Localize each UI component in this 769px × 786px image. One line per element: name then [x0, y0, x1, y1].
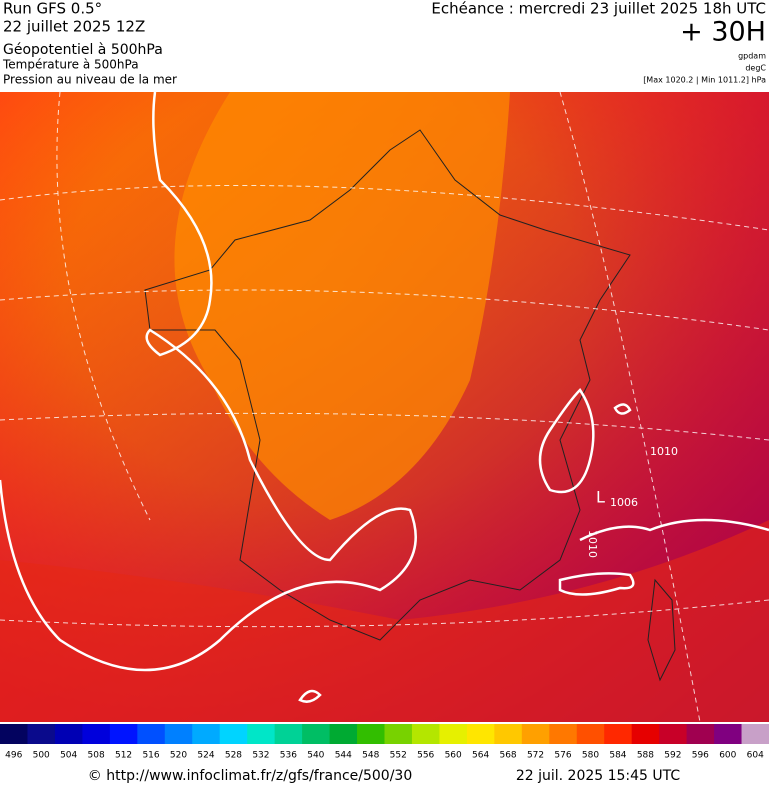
colorbar-cell: [247, 724, 276, 744]
colorbar-cell: [439, 724, 468, 744]
map-label: 1006: [610, 496, 638, 509]
colorbar-label: 604: [747, 751, 764, 761]
colorbar-label: 520: [170, 751, 187, 761]
field: Géopotentiel à 500hPa: [3, 42, 163, 58]
field: Température à 500hPa: [2, 58, 139, 72]
colorbar-label: 532: [252, 751, 269, 761]
colorbar-cell: [494, 724, 523, 744]
colorbar-label: 528: [225, 751, 242, 761]
colorbar-label: 572: [527, 751, 544, 761]
colorbar-cell: [0, 724, 28, 744]
colorbar-cell: [54, 724, 83, 744]
colorbar-label: 552: [390, 751, 407, 761]
title: Run GFS 0.5°: [3, 0, 102, 18]
colorbar-label: 580: [582, 751, 599, 761]
colorbar-label: 516: [142, 751, 159, 761]
colorbar-cell: [384, 724, 413, 744]
colorbar-cell: [274, 724, 303, 744]
colorbar-cell: [137, 724, 166, 744]
colorbar-label: 500: [33, 751, 50, 761]
colorbar-cell: [466, 724, 495, 744]
colorbar-label: 496: [5, 751, 22, 761]
colorbar-cell: [631, 724, 660, 744]
colorbar-label: 596: [692, 751, 709, 761]
colorbar-cell: [192, 724, 221, 744]
map-label: L: [596, 488, 605, 507]
footer-url: © http://www.infoclimat.fr/z/gfs/france/…: [88, 768, 412, 784]
colorbar-cell: [82, 724, 111, 744]
colorbar-cell: [164, 724, 193, 744]
colorbar-label: 544: [335, 751, 352, 761]
colorbar-cell: [357, 724, 385, 744]
footer-date: 22 juil. 2025 15:45 UTC: [516, 768, 681, 784]
colorbar-cell: [714, 724, 743, 744]
colorbar-label: 512: [115, 751, 132, 761]
colorbar-cell: [521, 724, 550, 744]
colorbar-label: 508: [88, 751, 105, 761]
colorbar-cell: [302, 724, 331, 744]
colorbar-label: 564: [472, 751, 489, 761]
lead-time: + 30H: [680, 17, 766, 48]
colorbar-label: 536: [280, 751, 297, 761]
colorbar-label: 588: [637, 751, 654, 761]
colorbar-label: 504: [60, 751, 77, 761]
colorbar-cell: [604, 724, 633, 744]
colorbar-label: 576: [554, 751, 571, 761]
colorbar-cell: [219, 724, 248, 744]
unit: degC: [745, 64, 766, 73]
colorbar-label: 568: [499, 751, 516, 761]
colorbar-cell: [686, 724, 715, 744]
colorbar-label: 592: [664, 751, 681, 761]
colorbar-cell: [576, 724, 605, 744]
colorbar-cell: [27, 724, 56, 744]
colorbar-label: 548: [362, 751, 379, 761]
field: Pression au niveau de la mer: [3, 73, 177, 87]
colorbar-cell: [329, 724, 358, 744]
unit: gpdam: [738, 52, 766, 61]
colorbar-label: 540: [307, 751, 324, 761]
unit: [Max 1020.2 | Min 1011.2] hPa: [643, 76, 766, 85]
map: 1010 L 1006 1010: [0, 91, 769, 723]
run: 22 juillet 2025 12Z: [3, 18, 145, 36]
map-label: 1010: [586, 530, 599, 558]
colorbar-label: 584: [609, 751, 626, 761]
colorbar-cell: [411, 724, 440, 744]
colorbar-label: 560: [445, 751, 462, 761]
colorbar-label: 556: [417, 751, 434, 761]
colorbar-cell: [109, 724, 138, 744]
map-label: 1010: [650, 445, 678, 458]
colorbar-label: 600: [719, 751, 736, 761]
colorbar-cell: [659, 724, 688, 744]
valid-time: Echéance : mercredi 23 juillet 2025 18h …: [431, 0, 766, 18]
colorbar: 496 500 504 508 512 516 520 524 528 532 536 540 544 5…: [0, 724, 769, 761]
colorbar-cell: [741, 724, 769, 744]
colorbar-label: 524: [197, 751, 214, 761]
colorbar-cell: [549, 724, 578, 744]
